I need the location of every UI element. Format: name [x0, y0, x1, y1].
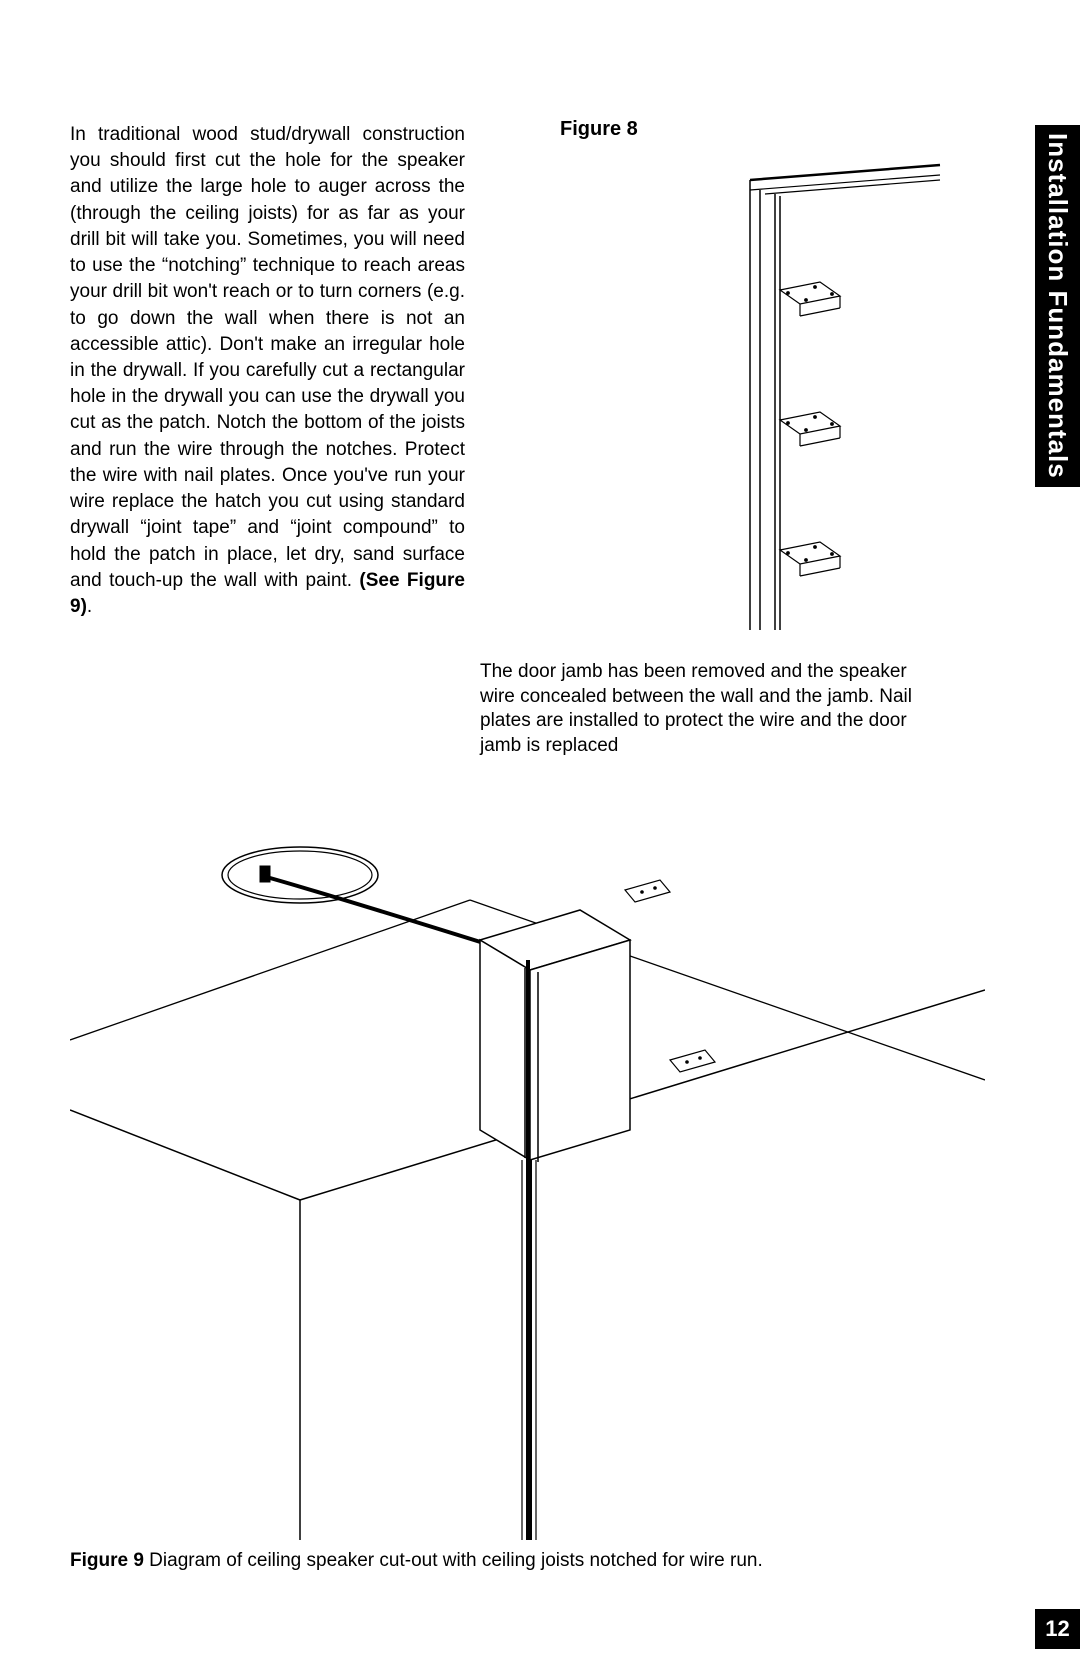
- figure-9-diagram: [70, 800, 985, 1540]
- body-tail: .: [87, 596, 92, 617]
- figure-8-caption: The door jamb has been removed and the s…: [480, 660, 920, 759]
- page-number: 12: [1035, 1609, 1080, 1649]
- figure-8-diagram: [480, 150, 950, 650]
- body-main: In traditional wood stud/drywall constru…: [70, 124, 465, 591]
- figure-9-caption-text: Diagram of ceiling speaker cut-out with …: [144, 1550, 763, 1571]
- figure-9-label: Figure 9: [70, 1550, 144, 1571]
- section-tab: Installation Fundamentals: [1035, 125, 1080, 487]
- body-text: In traditional wood stud/drywall constru…: [70, 122, 465, 620]
- figure-9-caption: Figure 9 Diagram of ceiling speaker cut-…: [70, 1550, 970, 1572]
- figure-8-label: Figure 8: [560, 118, 638, 141]
